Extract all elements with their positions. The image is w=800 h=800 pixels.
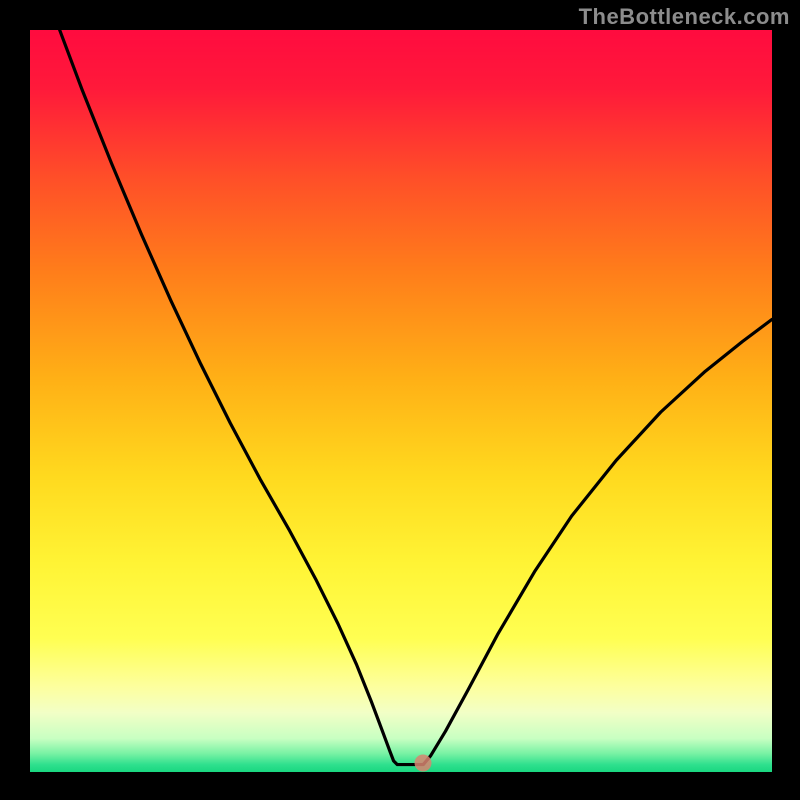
watermark-text: TheBottleneck.com [579,4,790,30]
chart-container: TheBottleneck.com [0,0,800,800]
curve-path [60,30,772,765]
optimum-marker [415,755,432,772]
plot-area [30,30,772,772]
bottleneck-curve [30,30,772,772]
